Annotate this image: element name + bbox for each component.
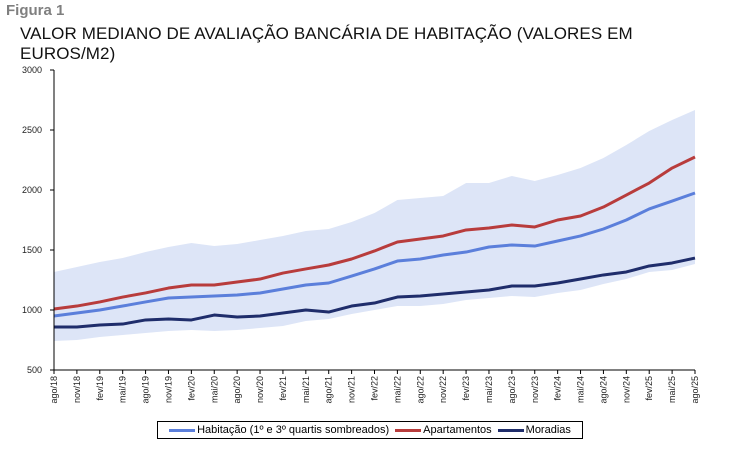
y-tick-label: 1500 [22, 245, 42, 255]
chart-title: VALOR MEDIANO DE AVALIAÇÃO BANCÁRIA DE H… [20, 24, 633, 63]
series-line-0 [53, 191, 696, 318]
figure-label: Figura 1 [6, 2, 65, 19]
x-tick-label: fev/25 [644, 376, 654, 401]
legend-swatch [497, 428, 524, 432]
x-tick-label: ago/25 [690, 376, 700, 404]
x-tick-label: mai/21 [301, 376, 311, 403]
y-tick-label: 1000 [22, 305, 42, 315]
legend-item-apartamentos: Apartamentos [395, 424, 492, 436]
x-tick-label: nov/22 [438, 376, 448, 403]
legend: Habitação (1º e 3º quartis sombreados) A… [157, 421, 583, 439]
legend-swatch [169, 428, 196, 432]
x-tick-label: mai/24 [576, 376, 586, 403]
x-tick-label: nov/20 [255, 376, 265, 403]
y-tick-label: 500 [27, 365, 42, 375]
x-tick-label: nov/23 [530, 376, 540, 403]
x-tick-label: ago/18 [49, 376, 59, 404]
x-tick-label: ago/20 [232, 376, 242, 404]
legend-label: Apartamentos [423, 424, 492, 436]
x-tick-label: nov/21 [347, 376, 357, 403]
x-tick-label: mai/22 [392, 376, 402, 403]
x-tick-label: nov/18 [72, 376, 82, 403]
x-tick-label: mai/20 [209, 376, 219, 403]
x-tick-label: ago/19 [141, 376, 151, 404]
legend-label: Moradias [525, 424, 571, 436]
legend-swatch [395, 428, 422, 432]
y-tick-label: 2000 [22, 185, 42, 195]
legend-item-moradias: Moradias [497, 424, 571, 436]
x-tick-label: mai/25 [667, 376, 677, 403]
legend-label: Habitação (1º e 3º quartis sombreados) [197, 424, 390, 436]
x-tick-label: fev/19 [95, 376, 105, 401]
legend-item-habitacao: Habitação (1º e 3º quartis sombreados) [169, 424, 389, 436]
x-tick-label: nov/24 [621, 376, 631, 403]
x-tick-label: ago/23 [507, 376, 517, 404]
x-tick-label: fev/20 [186, 376, 196, 401]
series-line-1 [53, 155, 696, 311]
x-tick-label: mai/19 [118, 376, 128, 403]
x-tick-label: ago/22 [415, 376, 425, 404]
x-tick-label: fev/23 [461, 376, 471, 401]
x-tick-label: nov/19 [163, 376, 173, 403]
x-tick-label: mai/23 [484, 376, 494, 403]
quartile-band [54, 109, 695, 341]
y-tick-label: 3000 [22, 65, 42, 75]
x-tick-label: ago/24 [598, 376, 608, 404]
x-tick-label: fev/22 [370, 376, 380, 401]
x-tick-label: fev/21 [278, 376, 288, 401]
y-tick-label: 2500 [22, 125, 42, 135]
x-tick-label: fev/24 [553, 376, 563, 401]
series-line-2 [54, 256, 696, 329]
x-tick-label: ago/21 [324, 376, 334, 404]
